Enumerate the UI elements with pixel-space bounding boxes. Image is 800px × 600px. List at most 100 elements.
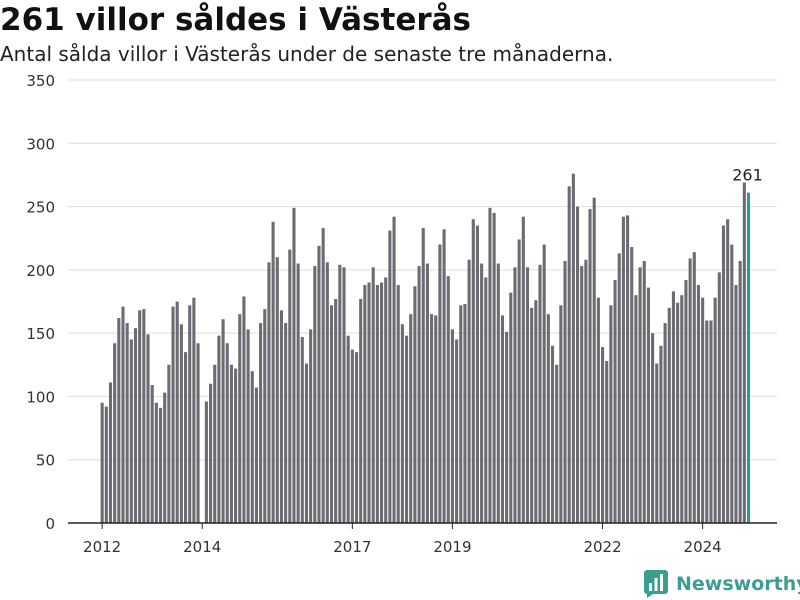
- bar: [388, 230, 392, 523]
- y-tick-label: 150: [26, 325, 55, 343]
- bar: [104, 406, 108, 523]
- chart-subtitle: Antal sålda villor i Västerås under de s…: [0, 42, 614, 66]
- bar: [225, 343, 229, 523]
- y-tick-label: 100: [26, 388, 55, 406]
- bar: [288, 249, 292, 524]
- highlight-value-label: 261: [732, 166, 763, 185]
- bar: [663, 323, 667, 523]
- bar: [488, 207, 492, 523]
- y-tick-label: 200: [26, 262, 55, 280]
- x-tick-label: 2012: [83, 538, 121, 556]
- bar: [396, 285, 400, 523]
- bar-series: [100, 173, 751, 524]
- bar: [550, 345, 555, 523]
- bar: [434, 315, 438, 523]
- bar: [692, 252, 696, 523]
- bar: [392, 216, 396, 523]
- bar: [138, 310, 142, 523]
- bar: [213, 364, 217, 523]
- y-tick-label: 350: [26, 72, 55, 90]
- bar: [296, 263, 300, 523]
- bar: [701, 297, 705, 523]
- bar: [379, 282, 384, 523]
- y-tick-label: 250: [26, 199, 55, 217]
- y-tick-label: 300: [26, 135, 55, 153]
- bar: [705, 320, 709, 523]
- bar: [367, 282, 371, 523]
- bar: [142, 309, 146, 523]
- bar: [601, 347, 605, 523]
- bar: [384, 277, 388, 523]
- bar: [175, 301, 179, 523]
- bar: [430, 314, 434, 523]
- bar: [196, 343, 200, 523]
- bar: [730, 244, 734, 524]
- bar: [259, 323, 263, 523]
- y-tick-label: 50: [36, 452, 55, 470]
- bar: [471, 219, 475, 524]
- bar: [613, 279, 617, 523]
- bar: [446, 276, 450, 523]
- bar: [534, 300, 538, 523]
- bar: [463, 304, 467, 523]
- bar: [267, 262, 271, 523]
- bar: [359, 298, 363, 523]
- bar: [171, 306, 175, 523]
- bar: [688, 258, 692, 523]
- bar: [121, 306, 125, 523]
- bar: [567, 186, 571, 523]
- bar: [405, 335, 409, 523]
- bar: [321, 228, 325, 523]
- bar: [726, 219, 730, 524]
- bar: [279, 310, 284, 523]
- bar: [188, 305, 192, 523]
- bar: [505, 331, 509, 523]
- bar: [246, 329, 250, 523]
- bar: [713, 297, 717, 523]
- x-tick-label: 2019: [433, 538, 471, 556]
- bar: [317, 245, 321, 523]
- bar: [484, 277, 488, 523]
- bar: [413, 286, 417, 523]
- bar: [459, 305, 463, 523]
- bar: [475, 225, 479, 523]
- bar: [284, 323, 288, 523]
- bar: [150, 385, 154, 523]
- bar: [242, 296, 246, 523]
- bar: [676, 302, 680, 523]
- bar: [363, 285, 367, 523]
- bar: [438, 244, 442, 524]
- bar: [571, 173, 575, 523]
- bar: [509, 292, 513, 523]
- bar: [375, 285, 379, 523]
- bar: [217, 335, 221, 523]
- bar: [596, 297, 600, 523]
- bar: [158, 407, 163, 523]
- bar: [313, 266, 317, 523]
- bar: [738, 261, 742, 523]
- bar: [275, 257, 279, 523]
- bar: [234, 368, 238, 523]
- y-axis: 0 50 100 150 200 250 300 350: [26, 72, 55, 533]
- bar: [546, 314, 550, 523]
- bar: [350, 349, 354, 523]
- bar: [300, 336, 304, 523]
- bar: [292, 207, 296, 523]
- chart-title: 261 villor såldes i Västerås: [0, 2, 472, 38]
- bar: [592, 197, 596, 523]
- bar: [671, 291, 675, 523]
- bar: [525, 267, 530, 523]
- bar: [417, 266, 421, 523]
- bar: [559, 305, 563, 523]
- bar: [254, 387, 258, 523]
- brand-logo[interactable]: Newsworthy: [644, 570, 800, 598]
- bar: [684, 279, 688, 523]
- bar: [221, 319, 225, 523]
- bar: [651, 333, 655, 523]
- bar: [100, 402, 104, 523]
- bar: [646, 287, 650, 523]
- bar: [338, 264, 342, 523]
- bar: [129, 339, 133, 523]
- bar: [163, 392, 167, 523]
